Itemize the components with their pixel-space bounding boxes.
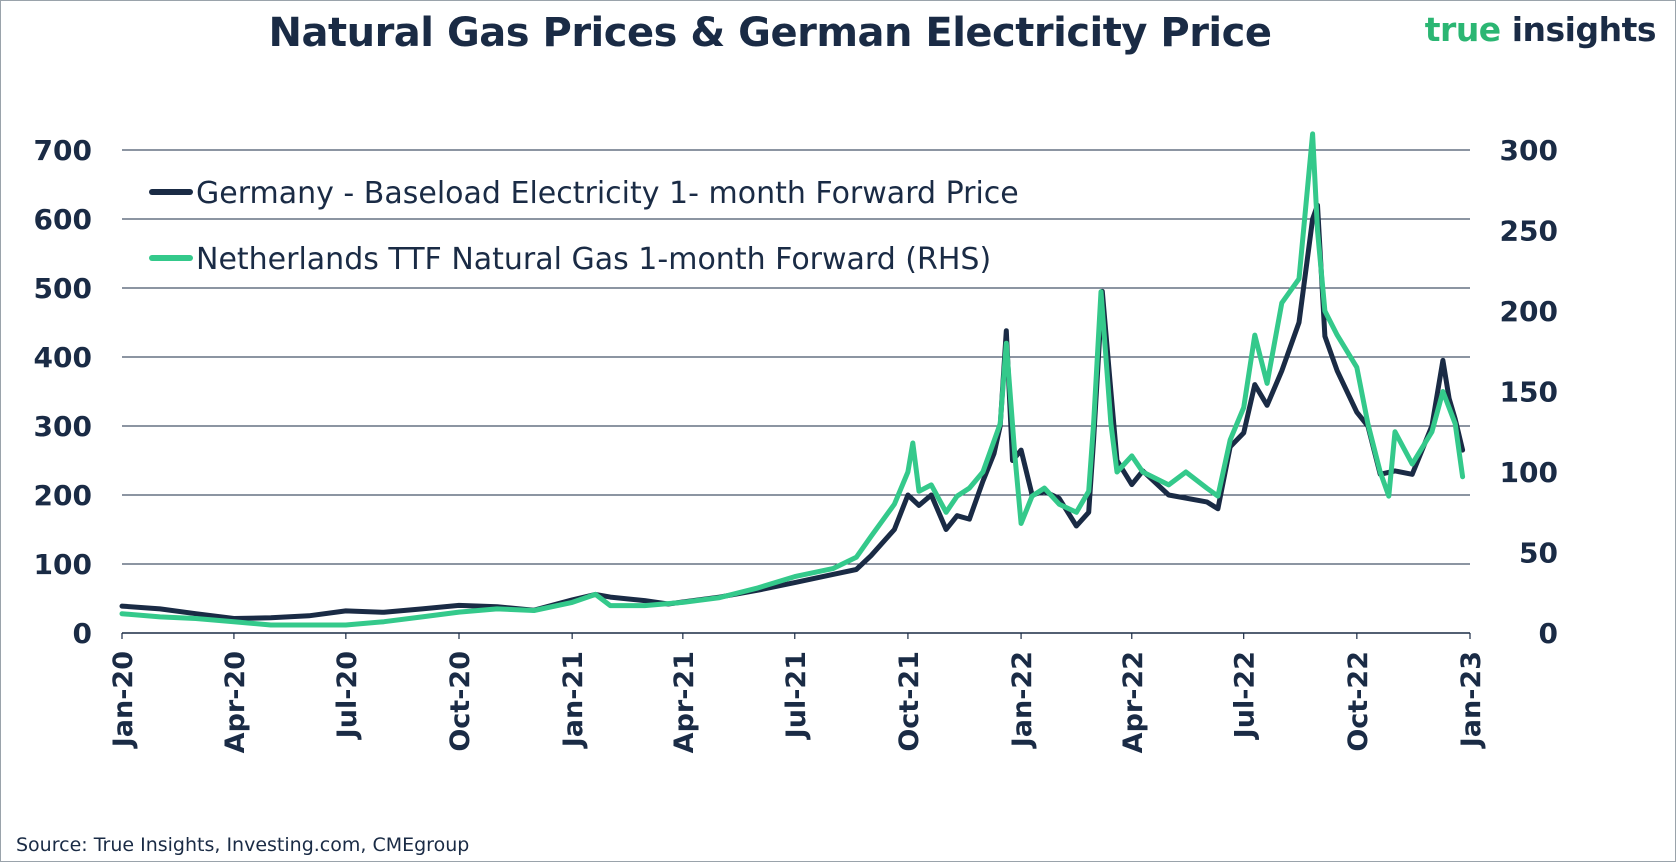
x-tick-label: Apr-22	[1118, 651, 1149, 753]
source-note: Source: True Insights, Investing.com, CM…	[16, 834, 470, 856]
y-left-tick-label: 0	[73, 617, 92, 650]
right-y-axis: 0 50 100 150 200 250 300	[1500, 134, 1558, 650]
brand-word-true: true	[1424, 10, 1501, 49]
series-lines	[119, 131, 1466, 628]
y-left-tick-label: 700	[34, 134, 92, 167]
y-right-tick-label: 0	[1539, 617, 1558, 650]
y-right-tick-label: 100	[1500, 456, 1558, 489]
y-right-tick-label: 200	[1500, 295, 1558, 328]
y-left-tick-label: 100	[34, 548, 92, 581]
x-tick-label: Jan-22	[1007, 651, 1038, 749]
x-tick-label: Jan-21	[558, 651, 589, 749]
left-y-axis: 0 100 200 300 400 500 600 700	[34, 134, 92, 650]
x-tick-label: Jan-20	[108, 651, 139, 749]
y-right-tick-label: 150	[1500, 376, 1558, 409]
gridlines	[122, 149, 1470, 634]
gas-series-line	[119, 131, 1466, 628]
x-tick-label: Apr-20	[220, 651, 251, 753]
x-tick-label: Apr-21	[669, 651, 700, 753]
y-left-tick-label: 500	[34, 272, 92, 305]
y-right-tick-label: 300	[1500, 134, 1558, 167]
x-tick-label: Jul-21	[781, 651, 812, 740]
y-left-tick-label: 200	[34, 479, 92, 512]
x-tick-label: Oct-21	[894, 651, 925, 752]
x-tick-label: Jul-22	[1230, 651, 1261, 740]
brand-word-insights: insights	[1511, 10, 1657, 49]
y-right-tick-label: 50	[1519, 537, 1558, 570]
x-tick-label: Oct-22	[1343, 651, 1374, 752]
y-left-tick-label: 400	[34, 341, 92, 374]
chart-title: Natural Gas Prices & German Electricity …	[268, 10, 1272, 56]
x-tick-label: Jul-20	[332, 651, 363, 740]
legend: Germany - Baseload Electricity 1- month …	[149, 176, 1019, 277]
legend-label: Germany - Baseload Electricity 1- month …	[196, 176, 1019, 211]
x-axis: Jan-20 Apr-20 Jul-20 Oct-20 Jan-21 Apr-21 Jul-…	[108, 633, 1487, 753]
x-tick-label: Oct-20	[445, 651, 476, 752]
brand-logo: true insights	[1424, 10, 1657, 49]
y-right-tick-label: 250	[1500, 215, 1558, 248]
y-left-tick-label: 600	[34, 203, 92, 236]
legend-label: Netherlands TTF Natural Gas 1-month Forw…	[196, 242, 991, 277]
y-left-tick-label: 300	[34, 410, 92, 443]
x-tick-label: Jan-23	[1456, 651, 1487, 749]
